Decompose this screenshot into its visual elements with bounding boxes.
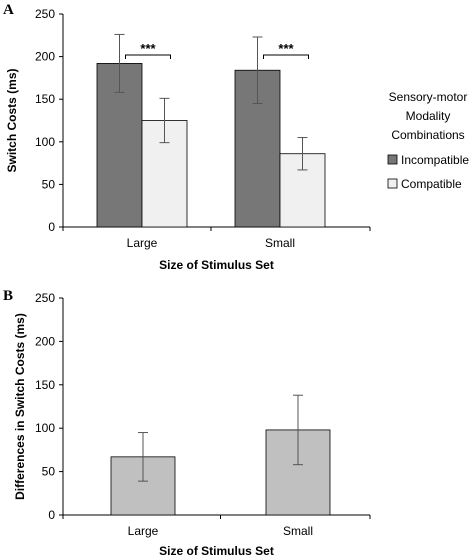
legend-label-incompatible: Incompatible	[401, 153, 469, 167]
y-tick-label: 150	[35, 378, 55, 392]
x-category-label: Large	[127, 236, 158, 250]
y-tick-label: 250	[35, 291, 55, 305]
significance-label: ***	[140, 41, 156, 56]
panel-letter: A	[3, 2, 14, 18]
y-tick-label: 250	[35, 7, 55, 21]
legend-title-line: Modality	[406, 109, 451, 123]
y-axis-title: Differences in Switch Costs (ms)	[13, 313, 27, 500]
y-tick-label: 50	[42, 177, 56, 191]
legend: Sensory-motor Modality Combinations Incompa…	[387, 90, 469, 191]
x-category-label: Small	[283, 524, 313, 538]
panel-a: A 0 50 100 150 200 250 Large *** Small *** Size of …	[3, 2, 469, 272]
significance-bracket	[125, 54, 171, 59]
x-category-label: Small	[265, 236, 295, 250]
y-axis-title: Switch Costs (ms)	[5, 68, 19, 172]
y-tick-label: 0	[48, 508, 55, 522]
y-tick-label: 100	[35, 135, 55, 149]
y-tick-label: 150	[35, 92, 55, 106]
legend-title-line: Combinations	[391, 128, 464, 142]
y-tick-label: 200	[35, 50, 55, 64]
x-category-label: Large	[128, 524, 159, 538]
x-axis-title: Size of Stimulus Set	[159, 544, 274, 558]
significance-bracket	[263, 54, 309, 59]
panel-letter: B	[3, 288, 13, 304]
panel-b: B 0 50 100 150 200 250 Large Small Size of Stimul…	[3, 288, 371, 558]
y-tick-label: 50	[42, 465, 56, 479]
y-tick-label: 200	[35, 334, 55, 348]
x-axis-title: Size of Stimulus Set	[159, 258, 274, 272]
significance-label: ***	[278, 41, 294, 56]
legend-swatch-compatible	[387, 178, 398, 189]
y-tick-label: 100	[35, 421, 55, 435]
y-tick-label: 0	[48, 220, 55, 234]
legend-label-compatible: Compatible	[401, 177, 462, 191]
legend-swatch-incompatible	[387, 154, 398, 165]
legend-title-line: Sensory-motor	[389, 90, 468, 104]
